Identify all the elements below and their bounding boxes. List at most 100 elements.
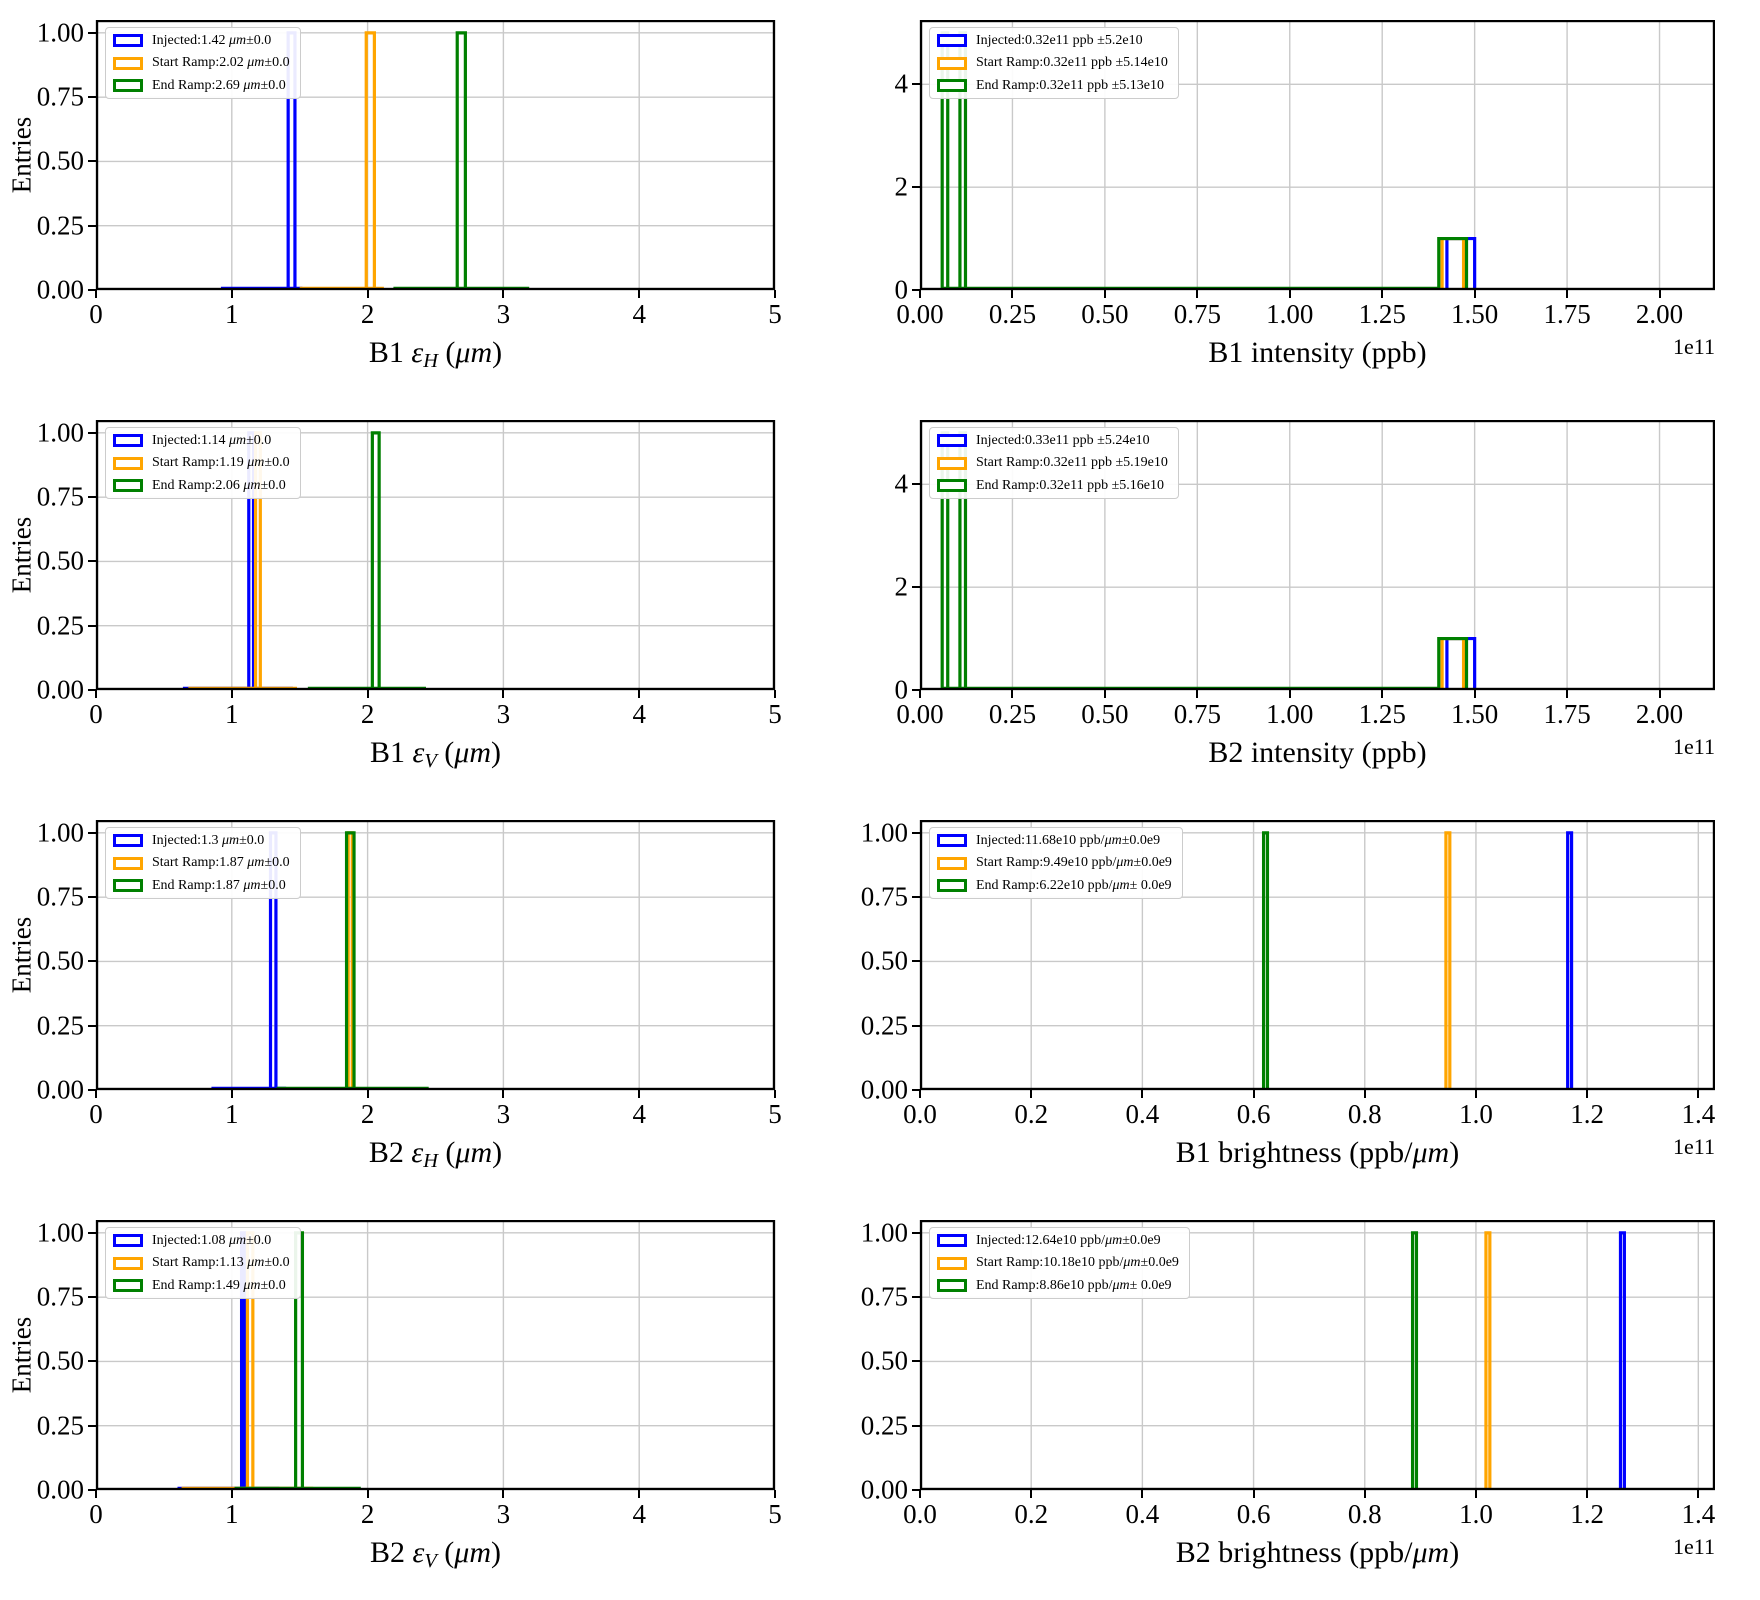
- x-tickmark: [1473, 690, 1476, 698]
- x-tick-label: 3: [496, 1099, 511, 1129]
- axes-b1-brightness: 0.0 0.2 0.4 0.6 0.8 1.0 1.2 1.4 0.00 0.25 0.50 0.75…: [861, 819, 1715, 1168]
- x-tick-label: 2: [360, 299, 375, 329]
- legend-swatch-blue: [113, 1234, 143, 1248]
- legend-swatch-green: [113, 478, 143, 492]
- axis-offset-label: 1e11: [1673, 1134, 1715, 1159]
- y-tickmark: [88, 624, 96, 627]
- x-axis-label: B1 intensity (ppb): [1208, 336, 1427, 369]
- y-axis-label: Entries: [6, 916, 37, 994]
- y-tickmark: [88, 224, 96, 227]
- x-tick-label: 0.6: [1236, 1499, 1271, 1529]
- x-tickmark: [502, 1090, 505, 1098]
- legend-label: End Ramp:0.32e11 ppb ±5.13e10: [976, 77, 1164, 93]
- legend-swatch-green: [113, 878, 143, 892]
- x-tick-label: 0.4: [1125, 1499, 1160, 1529]
- x-tick-label: 0.50: [1081, 699, 1129, 729]
- plot-b2-intensity: 0.00 0.25 0.50 0.75 1.00 1.25 1.50 1.75 2.00 0 2 4 B…: [880, 400, 1760, 800]
- x-tickmark: [1697, 1090, 1700, 1098]
- x-tick-label: 0: [89, 699, 103, 729]
- legend: Injected:12.64e10 ppb/μm±0.0e9 Start Ramp…: [929, 1227, 1190, 1300]
- x-tickmark: [1586, 1490, 1589, 1498]
- legend-entry: End Ramp:1.87 μm±0.0: [113, 878, 290, 893]
- x-tickmark: [638, 1090, 641, 1098]
- y-tick-label: 0.25: [36, 610, 84, 641]
- legend-entry: Start Ramp:1.87 μm±0.0: [113, 855, 290, 870]
- histogram-bin: [344, 831, 356, 1089]
- x-tickmark: [1381, 290, 1384, 298]
- y-tick-label: 1.00: [36, 17, 84, 48]
- legend-swatch-green: [937, 1278, 967, 1292]
- x-tick-label: 0.0: [903, 1099, 937, 1129]
- x-tickmark: [366, 290, 369, 298]
- legend-label: End Ramp:2.69 μm±0.0: [152, 77, 286, 93]
- x-tick-label: 0.8: [1347, 1099, 1382, 1129]
- legend-swatch-orange: [113, 1256, 143, 1270]
- y-tickmark: [912, 289, 920, 291]
- x-tickmark: [1288, 690, 1291, 698]
- legend-entry: End Ramp:0.32e11 ppb ±5.16e10: [937, 478, 1168, 493]
- histogram-bin: [1566, 831, 1574, 1089]
- y-axis-label: Entries: [6, 1316, 37, 1394]
- y-tickmark: [912, 483, 920, 486]
- legend-swatch-orange: [937, 856, 967, 870]
- x-tick-label: 0.75: [1173, 299, 1221, 329]
- x-tickmark: [1252, 1490, 1255, 1498]
- x-tick-label: 5: [768, 699, 782, 729]
- x-tickmark: [502, 290, 505, 298]
- x-tick-label: 1: [225, 1499, 239, 1529]
- y-tickmark: [88, 160, 96, 163]
- legend-swatch-green: [937, 78, 967, 92]
- y-tick-label: 0.00: [36, 274, 84, 305]
- x-tickmark: [1586, 1090, 1589, 1098]
- x-tick-label: 0.50: [1081, 299, 1129, 329]
- y-axis-label: Entries: [6, 516, 37, 594]
- y-tick-label: 0.25: [36, 210, 84, 241]
- axes-frame: [96, 820, 775, 1090]
- y-tick-label: 2: [894, 571, 909, 602]
- x-tick-label: 0.25: [988, 699, 1037, 729]
- y-tick-label: 0.00: [36, 1074, 84, 1105]
- x-tickmark: [1566, 690, 1569, 698]
- x-tick-label: 0.25: [988, 299, 1037, 329]
- legend-swatch-orange: [937, 1256, 967, 1270]
- x-tick-label: 1: [225, 1099, 239, 1129]
- plot-b2-eh: 0 1 2 3 4 5 0.00 0.25 0.50 0.75 1.00 B2 εH (μm) Inje…: [0, 800, 880, 1200]
- x-tickmark: [1030, 1090, 1033, 1098]
- legend-swatch-blue: [937, 434, 967, 448]
- legend-swatch-orange: [937, 56, 967, 70]
- y-tickmark: [912, 831, 920, 834]
- y-tick-label: 0.75: [36, 81, 84, 112]
- plot-b2-brightness: 0.0 0.2 0.4 0.6 0.8 1.0 1.2 1.4 0.00 0.25 0.50 0.75…: [861, 1200, 1760, 1600]
- x-tick-label: 0.6: [1236, 1099, 1271, 1129]
- axes-b1-eh: 0 1 2 3 4 5 0.00 0.25 0.50 0.75 1.00 B1 εH (μm) Inje…: [37, 19, 782, 371]
- legend-label: End Ramp:0.32e11 ppb ±5.16e10: [976, 477, 1164, 493]
- y-tick-label: 1.00: [860, 1217, 908, 1248]
- y-tickmark: [912, 83, 920, 86]
- x-tick-label: 0.2: [1014, 1099, 1049, 1129]
- legend: Injected:1.08 μm±0.0 Start Ramp:1.13 μm±0…: [105, 1227, 301, 1300]
- legend-entry: Start Ramp:10.18e10 ppb/μm±0.0e9: [937, 1255, 1179, 1270]
- histogram-bin: [1410, 1231, 1419, 1489]
- legend-entry: Injected:0.33e11 ppb ±5.24e10: [937, 433, 1168, 448]
- legend-swatch-green: [937, 478, 967, 492]
- y-tick-label: 0.50: [36, 945, 84, 976]
- x-tickmark: [502, 690, 505, 698]
- legend-entry: Injected:1.42 μm±0.0: [113, 33, 290, 48]
- legend: Injected:0.33e11 ppb ±5.24e10 Start Ramp:…: [929, 427, 1179, 500]
- x-tickmark: [366, 690, 369, 698]
- legend-label: End Ramp:1.87 μm±0.0: [152, 877, 286, 893]
- x-tick-label: 0.2: [1014, 1499, 1049, 1529]
- legend-entry: End Ramp:2.06 μm±0.0: [113, 478, 290, 493]
- x-axis-label: B2 intensity (ppb): [1208, 736, 1427, 769]
- legend-label: Start Ramp:0.32e11 ppb ±5.19e10: [976, 455, 1168, 471]
- y-tick-label: 2: [894, 171, 909, 202]
- y-tick-label: 0.50: [36, 1345, 84, 1376]
- plot-b1-intensity: 0.00 0.25 0.50 0.75 1.00 1.25 1.50 1.75 2.00 0 2 4 B…: [880, 0, 1760, 400]
- x-tick-label: 3: [496, 299, 511, 329]
- x-tick-label: 0.00: [896, 699, 944, 729]
- x-tickmark: [1252, 1090, 1255, 1098]
- axes-frame: [920, 420, 1715, 690]
- legend-label: Start Ramp:1.19 μm±0.0: [152, 455, 290, 471]
- x-tickmark: [1011, 290, 1014, 298]
- x-axis-label: B1 εV (μm): [369, 736, 502, 773]
